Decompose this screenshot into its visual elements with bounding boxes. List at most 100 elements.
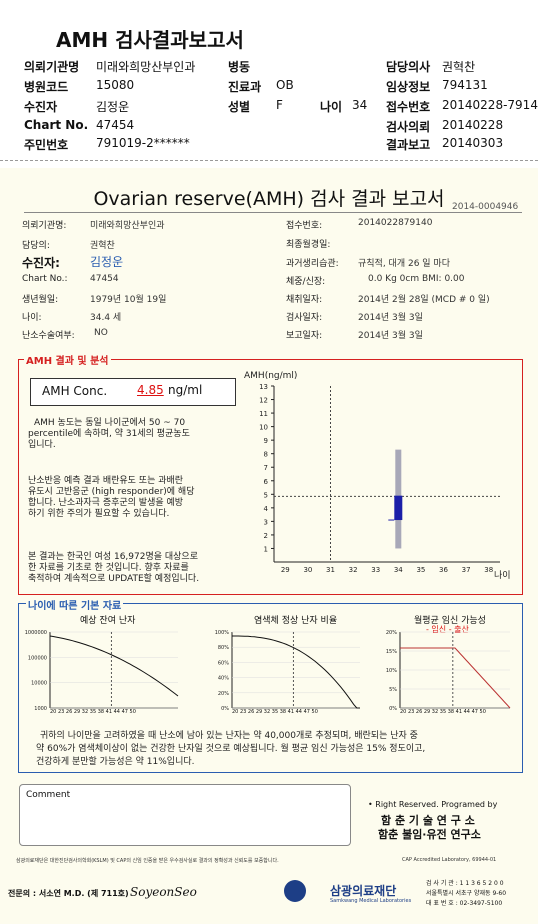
- field-value-5: 34.4 세: [90, 313, 122, 323]
- amh-y-tick-label: 8: [264, 451, 268, 459]
- mini-y-tick-label: 20%: [218, 691, 229, 697]
- comment-box[interactable]: [19, 784, 351, 846]
- amh-y-tick-label: 10: [259, 424, 268, 432]
- report-number: 2014-0004946: [452, 202, 519, 212]
- foundation-sub: Samkwang Medical Laboratories: [330, 898, 412, 904]
- hdr-right-label-2: 접수번호: [386, 100, 431, 114]
- mini2-x-ticks: 20 23 26 29 32 35 38 41 44 47 50: [232, 709, 318, 715]
- para3-line-1: 한 자료를 기초로 한 것입니다. 향후 자료를: [28, 563, 189, 573]
- hdr-value-0: 미래와희망산부인과: [96, 60, 196, 74]
- amh-unit: ng/ml: [168, 383, 203, 397]
- hdr-right-label-1: 임상정보: [386, 80, 431, 94]
- mini-curve: [232, 635, 360, 709]
- rfield-value-0: 2014022879140: [358, 218, 433, 228]
- mini3-legend: - 임신 - 출산: [426, 625, 469, 634]
- contact-2: 서울특별시 서초구 양재동 9-60: [426, 890, 507, 897]
- mini-y-tick-label: 20%: [386, 630, 397, 636]
- amh-x-tick-label: 32: [349, 566, 358, 574]
- hdr-value-4: 791019-2******: [96, 136, 190, 150]
- org-2: 함춘 불임·유전 연구소: [378, 828, 481, 841]
- hdr-label-3: Chart No.: [24, 118, 89, 132]
- field-value-6: NO: [94, 328, 108, 338]
- mini-y-tick-label: 1000000: [25, 630, 47, 636]
- field-label-6: 난소수술여부:: [22, 331, 75, 341]
- summary-line-1: 약 60%가 염색체이상이 없는 건강한 난자일 것으로 예상됩니다. 월 평균…: [36, 744, 426, 754]
- amh-y-tick-label: 5: [264, 491, 268, 499]
- amh-section-title: AMH 결과 및 분석: [24, 352, 111, 367]
- mini-y-tick-label: 15%: [386, 649, 397, 655]
- rfield-label-1: 최종월경일:: [286, 240, 331, 250]
- title-rule: [24, 212, 522, 213]
- rfield-label-3: 체중/신장:: [286, 277, 326, 287]
- hdr-value-2: 김정운: [96, 100, 130, 114]
- hdr-right-label-4: 검사의뢰: [386, 120, 431, 134]
- field-value-4: 1979년 10월 19일: [90, 295, 167, 305]
- hdr-mid-label-0: 병동: [228, 60, 251, 74]
- para2-line-3: 하기 위한 주의가 필요할 수 있습니다.: [28, 509, 170, 519]
- mini-y-tick-label: 0%: [389, 706, 397, 712]
- rfield-label-2: 과거생리습관:: [286, 259, 339, 269]
- rfield-value-3: 0.0 Kg 0cm BMI: 0.00: [368, 274, 465, 284]
- amh-x-tick-label: 33: [371, 566, 380, 574]
- age-section: [18, 603, 523, 773]
- hdr-right-value-0: 권혁찬: [442, 60, 476, 74]
- mini-y-tick-label: 80%: [218, 645, 229, 651]
- mini-y-tick-label: 1000: [34, 706, 47, 712]
- hdr-age-value: 34: [352, 98, 368, 112]
- hdr-right-value-1: 794131: [442, 78, 488, 92]
- amh-y-tick-label: 4: [264, 505, 269, 513]
- amh-value: 4.85: [137, 383, 164, 397]
- amh-x-tick-label: 37: [462, 566, 471, 574]
- age-section-title: 나이에 따른 기본 자료: [26, 597, 124, 612]
- mini1-title: 예상 잔여 난자: [80, 616, 136, 626]
- rfield-value-6: 2014년 3월 3일: [358, 331, 423, 341]
- hdr-label-0: 의뢰기관명: [24, 60, 80, 74]
- amh-iqr-box: [394, 495, 403, 521]
- hdr-right-label-0: 담당의사: [386, 60, 431, 74]
- amh-y-tick-label: 1: [264, 545, 268, 553]
- amh-x-tick-label: 31: [326, 566, 335, 574]
- divider: [0, 160, 538, 161]
- para2-line-2: 합니다. 난소과자극 증후군의 발생을 예방: [28, 498, 184, 508]
- amh-x-tick-label: 36: [439, 566, 448, 574]
- amh-y-tick-label: 9: [264, 437, 268, 445]
- hdr-mid-label-2: 성별: [228, 100, 251, 114]
- para1-line-0: AMH 농도는 동일 나이군에서 50 ~ 70: [34, 418, 186, 428]
- amh-y-tick-label: 6: [264, 478, 269, 486]
- amh-y-tick-label: 12: [259, 397, 268, 405]
- para2-line-1: 유도시 고반응군 (high responder)에 해당: [28, 487, 195, 497]
- mini-y-tick-label: 0%: [221, 706, 229, 712]
- para3-line-2: 축적하여 계속적으로 UPDATE할 예정입니다.: [28, 574, 200, 584]
- field-value-3: 47454: [90, 274, 119, 284]
- rights-text: • Right Reserved. Programed by: [368, 800, 498, 809]
- hdr-label-2: 수진자: [24, 100, 58, 114]
- amh-y-tick-label: 13: [259, 383, 268, 391]
- field-value-1: 권혁찬: [90, 241, 115, 251]
- rfield-value-2: 규칙적, 대개 26 일 마다: [358, 259, 450, 269]
- rfield-value-4: 2014년 2월 28일 (MCD # 0 일): [358, 295, 490, 305]
- para2-line-0: 난소반응 예측 결과 배란유도 또는 과배란: [28, 476, 184, 486]
- amh-y-tick-label: 7: [264, 464, 268, 472]
- mini-y-tick-label: 100%: [215, 630, 230, 636]
- mini-y-tick-label: 10000: [31, 681, 47, 687]
- para1-line-2: 입니다.: [28, 440, 56, 450]
- rfield-label-6: 보고일자:: [286, 331, 323, 341]
- amh-y-tick-label: 11: [259, 410, 268, 418]
- hdr-label-4: 주민번호: [24, 138, 69, 152]
- hdr-right-value-5: 20140303: [442, 136, 504, 150]
- amh-x-axis-label: 나이: [494, 570, 511, 581]
- amh-x-tick-label: 29: [281, 566, 290, 574]
- para1-line-1: percentile에 속하며, 약 31세의 평균농도: [28, 429, 190, 439]
- org-1: 함 춘 기 술 연 구 소: [381, 814, 475, 827]
- rfield-label-4: 채취일자:: [286, 295, 323, 305]
- rfield-value-5: 2014년 3월 3일: [358, 313, 423, 323]
- contact-1: 검 사 기 관 : 1 1 3 6 5 2 0 0: [426, 880, 504, 887]
- specialist: 전문의 : 서소연 M.D. (제 711호): [8, 889, 129, 898]
- amh-x-tick-label: 35: [416, 566, 425, 574]
- mini3-x-ticks: 20 23 26 29 32 35 38 41 44 47 50: [400, 709, 486, 715]
- amh-conc-box: [30, 378, 236, 406]
- mini-y-tick-label: 40%: [218, 676, 229, 682]
- rfield-label-0: 접수번호:: [286, 221, 323, 231]
- amh-x-tick-label: 34: [394, 566, 403, 574]
